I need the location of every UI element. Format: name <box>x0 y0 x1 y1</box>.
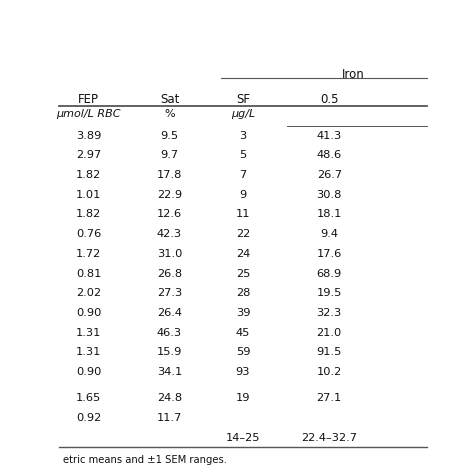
Text: 59: 59 <box>236 347 250 357</box>
Text: μg/L: μg/L <box>231 109 255 118</box>
Text: FEP: FEP <box>78 92 99 106</box>
Text: Sat: Sat <box>160 92 179 106</box>
Text: 1.31: 1.31 <box>76 347 101 357</box>
Text: μmol/L RBC: μmol/L RBC <box>56 109 121 118</box>
Text: 1.31: 1.31 <box>76 328 101 337</box>
Text: SF: SF <box>236 92 250 106</box>
Text: 0.90: 0.90 <box>76 308 101 318</box>
Text: 48.6: 48.6 <box>317 150 342 160</box>
Text: 15.9: 15.9 <box>157 347 182 357</box>
Text: 14–25: 14–25 <box>226 433 260 443</box>
Text: 10.2: 10.2 <box>317 367 342 377</box>
Text: 0.90: 0.90 <box>76 367 101 377</box>
Text: 41.3: 41.3 <box>317 131 342 141</box>
Text: 1.72: 1.72 <box>76 249 101 259</box>
Text: Iron: Iron <box>342 68 365 81</box>
Text: %: % <box>164 109 175 118</box>
Text: etric means and ±1 SEM ranges.: etric means and ±1 SEM ranges. <box>63 455 227 465</box>
Text: 45: 45 <box>236 328 250 337</box>
Text: 0.5: 0.5 <box>320 92 338 106</box>
Text: 5: 5 <box>239 150 246 160</box>
Text: 9: 9 <box>239 190 246 200</box>
Text: 11.7: 11.7 <box>157 413 182 423</box>
Text: 26.7: 26.7 <box>317 170 342 180</box>
Text: 39: 39 <box>236 308 250 318</box>
Text: 9.7: 9.7 <box>160 150 179 160</box>
Text: 34.1: 34.1 <box>157 367 182 377</box>
Text: 22.4–32.7: 22.4–32.7 <box>301 433 357 443</box>
Text: 1.82: 1.82 <box>76 210 101 219</box>
Text: 7: 7 <box>239 170 246 180</box>
Text: 19: 19 <box>236 393 250 403</box>
Text: 0.76: 0.76 <box>76 229 101 239</box>
Text: 3: 3 <box>239 131 246 141</box>
Text: 0.81: 0.81 <box>76 269 101 279</box>
Text: 91.5: 91.5 <box>317 347 342 357</box>
Text: 26.4: 26.4 <box>157 308 182 318</box>
Text: 30.8: 30.8 <box>317 190 342 200</box>
Text: 12.6: 12.6 <box>157 210 182 219</box>
Text: 1.65: 1.65 <box>76 393 101 403</box>
Text: 93: 93 <box>236 367 250 377</box>
Text: 0.92: 0.92 <box>76 413 101 423</box>
Text: 25: 25 <box>236 269 250 279</box>
Text: 31.0: 31.0 <box>157 249 182 259</box>
Text: 22: 22 <box>236 229 250 239</box>
Text: 22.9: 22.9 <box>157 190 182 200</box>
Text: 17.8: 17.8 <box>157 170 182 180</box>
Text: 26.8: 26.8 <box>157 269 182 279</box>
Text: 27.1: 27.1 <box>317 393 342 403</box>
Text: 1.82: 1.82 <box>76 170 101 180</box>
Text: 18.1: 18.1 <box>317 210 342 219</box>
Text: 24.8: 24.8 <box>157 393 182 403</box>
Text: 2.97: 2.97 <box>76 150 101 160</box>
Text: 46.3: 46.3 <box>157 328 182 337</box>
Text: 28: 28 <box>236 288 250 298</box>
Text: 9.5: 9.5 <box>160 131 179 141</box>
Text: 68.9: 68.9 <box>317 269 342 279</box>
Text: 9.4: 9.4 <box>320 229 338 239</box>
Text: 2.02: 2.02 <box>76 288 101 298</box>
Text: 42.3: 42.3 <box>157 229 182 239</box>
Text: 11: 11 <box>236 210 250 219</box>
Text: 17.6: 17.6 <box>317 249 342 259</box>
Text: 3.89: 3.89 <box>76 131 101 141</box>
Text: 19.5: 19.5 <box>317 288 342 298</box>
Text: 21.0: 21.0 <box>317 328 342 337</box>
Text: 24: 24 <box>236 249 250 259</box>
Text: 1.01: 1.01 <box>76 190 101 200</box>
Text: 27.3: 27.3 <box>157 288 182 298</box>
Text: 32.3: 32.3 <box>317 308 342 318</box>
